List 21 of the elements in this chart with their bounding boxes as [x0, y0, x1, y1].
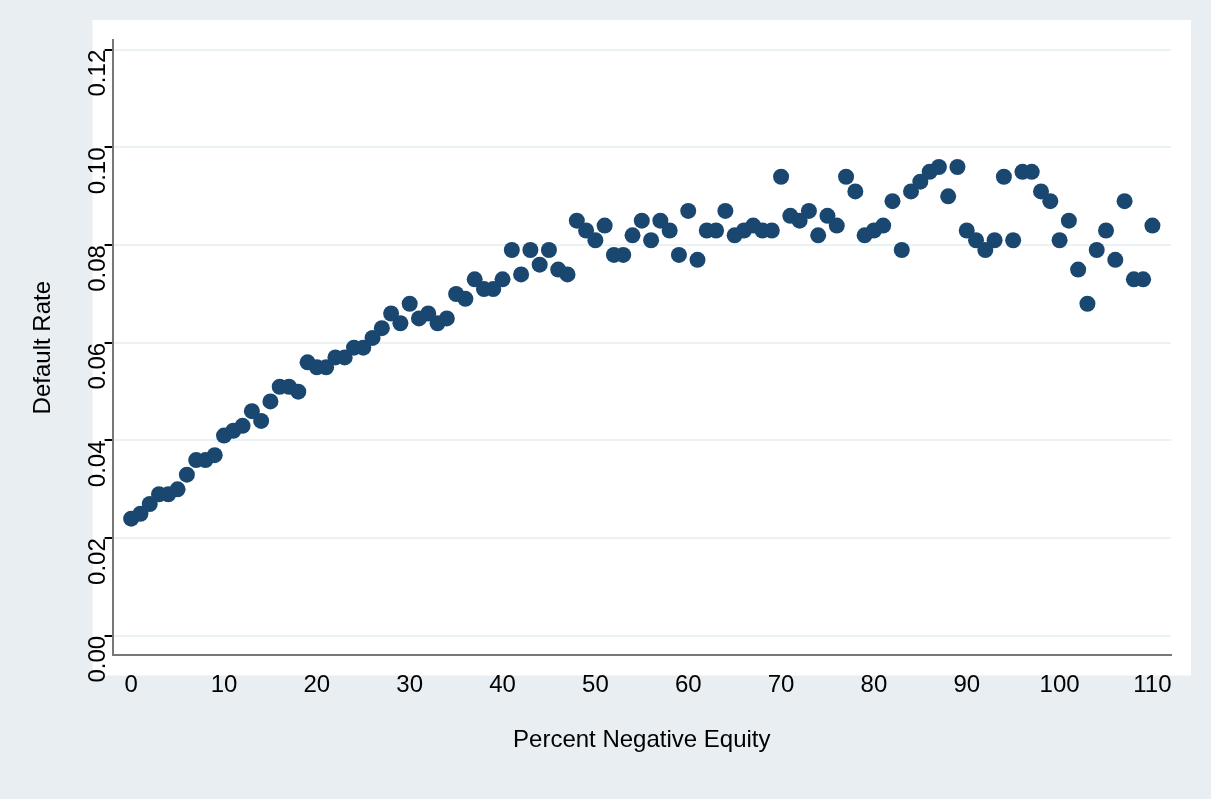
y-tick-label: 0.00 [83, 635, 111, 683]
y-axis-title: Default Rate [28, 281, 56, 415]
y-tick-label: 0.12 [83, 49, 111, 97]
x-tick-label: 30 [396, 670, 424, 698]
x-tick-label: 60 [674, 670, 702, 698]
y-tick-label: 0.02 [83, 538, 111, 585]
x-axis-title: Percent Negative Equity [513, 725, 771, 753]
x-tick-label: 70 [767, 670, 795, 698]
y-tick-label: 0.06 [83, 342, 111, 390]
x-tick-label: 40 [489, 670, 516, 698]
x-tick-label: 50 [582, 670, 609, 698]
x-tick-label: 80 [860, 670, 888, 698]
y-tick-label: 0.04 [83, 440, 111, 488]
y-tick-label: 0.08 [83, 245, 111, 292]
x-tick-label: 110 [1133, 670, 1172, 698]
x-tick-label: 90 [953, 670, 981, 698]
x-tick-label: 20 [303, 670, 331, 698]
x-tick-label: 100 [1039, 670, 1080, 698]
y-tick-label: 0.10 [83, 147, 111, 195]
x-tick-label: 0 [124, 670, 138, 698]
x-tick-label: 10 [210, 670, 238, 698]
